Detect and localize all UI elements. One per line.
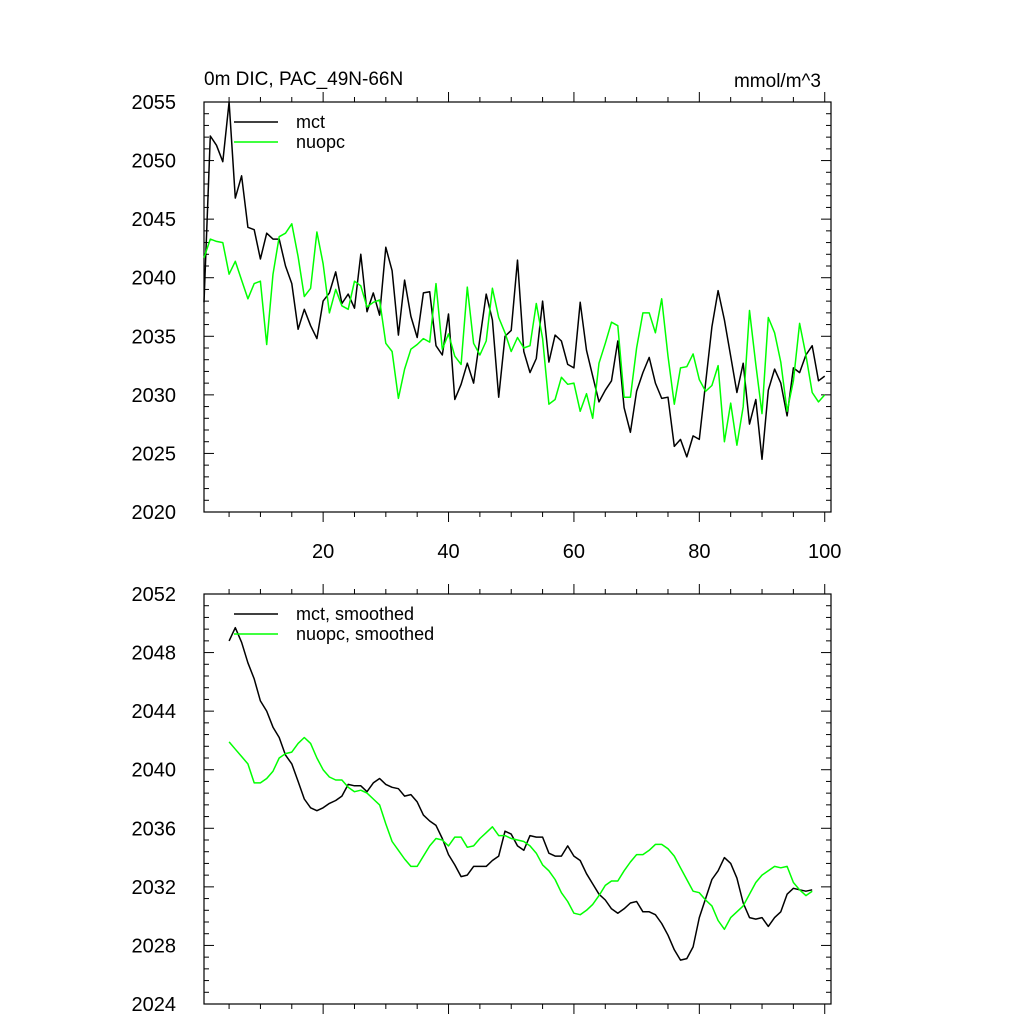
chart0-legend-label: mct bbox=[296, 112, 325, 132]
chart0-ytick-label: 2025 bbox=[132, 443, 177, 465]
chart1-series-nuopc-smoothed-line bbox=[228, 736, 813, 931]
chart1-ytick-label: 2040 bbox=[132, 760, 177, 782]
chart0-ytick-label: 2050 bbox=[132, 151, 177, 173]
chart0-ytick-label: 2035 bbox=[132, 326, 177, 348]
chart0-xtick-label: 60 bbox=[563, 541, 585, 563]
chart0-series-nuopc-line bbox=[203, 223, 826, 446]
chart1-series-mct-smoothed-line bbox=[228, 626, 813, 961]
chart0-title: 0m DIC, PAC_49N-66N bbox=[204, 69, 403, 90]
chart1-legend-label: nuopc, smoothed bbox=[296, 624, 434, 644]
chart0-ytick-label: 2040 bbox=[132, 268, 177, 290]
bottom-panel: 2024 2028 2032 2036 2040 2044 2048 2052 mct, smo… bbox=[132, 584, 832, 1016]
chart1-ytick-label: 2052 bbox=[132, 584, 177, 606]
chart0-ytick-label: 2045 bbox=[132, 209, 177, 231]
chart1-legend-label: mct, smoothed bbox=[296, 604, 414, 624]
chart0-ytick-label: 2020 bbox=[132, 502, 177, 524]
chart0-ytick-label: 2055 bbox=[132, 92, 177, 114]
chart0-xtick-label: 20 bbox=[312, 541, 334, 563]
chart0-legend-label: nuopc bbox=[296, 132, 345, 152]
chart0-xtick-label: 100 bbox=[808, 541, 841, 563]
chart1-frame bbox=[203, 593, 832, 1005]
chart1-ytick-label: 2024 bbox=[132, 994, 177, 1016]
chart0-xtick-label: 80 bbox=[688, 541, 710, 563]
chart0-series-mct-line bbox=[203, 101, 826, 461]
chart1-ytick-label: 2048 bbox=[132, 643, 177, 665]
chart0-units: mmol/m^3 bbox=[734, 71, 821, 92]
chart1-ytick-label: 2044 bbox=[132, 701, 177, 723]
chart1-ytick-label: 2036 bbox=[132, 818, 177, 840]
chart1-ytick-label: 2028 bbox=[132, 935, 177, 957]
chart0-ytick-label: 2030 bbox=[132, 385, 177, 407]
chart0-xtick-label: 40 bbox=[437, 541, 459, 563]
chart0-frame bbox=[203, 101, 832, 513]
chart1-ytick-label: 2032 bbox=[132, 877, 177, 899]
